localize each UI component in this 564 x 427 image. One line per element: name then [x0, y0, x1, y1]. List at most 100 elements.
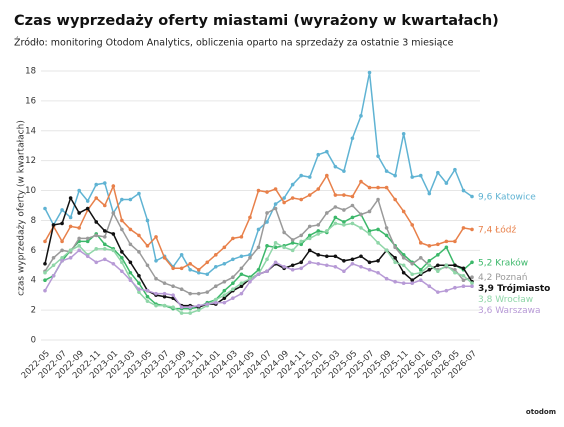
data-point: [367, 209, 372, 214]
data-point: [120, 269, 124, 274]
data-point: [436, 269, 440, 274]
data-point: [60, 258, 64, 263]
data-point: [128, 227, 133, 232]
data-point: [350, 194, 355, 199]
data-point: [231, 257, 235, 262]
data-point: [196, 291, 201, 296]
data-point: [162, 281, 167, 286]
data-point: [248, 279, 252, 284]
data-point: [342, 169, 346, 173]
data-point: [342, 223, 346, 227]
end-label-value: 3,9: [478, 284, 494, 294]
data-point: [214, 264, 218, 269]
data-point: [273, 245, 278, 250]
data-point: [145, 294, 150, 299]
data-point: [401, 256, 406, 260]
data-point: [85, 199, 90, 203]
data-point: [453, 270, 457, 275]
data-point: [162, 291, 167, 296]
data-point: [470, 260, 474, 265]
data-point: [145, 299, 150, 303]
data-point: [214, 300, 218, 305]
data-point: [436, 242, 440, 247]
data-point: [154, 235, 158, 239]
data-point: [239, 266, 244, 271]
data-point: [77, 211, 81, 215]
logo: otodom: [526, 408, 556, 416]
data-point: [60, 256, 64, 260]
data-point: [196, 267, 201, 272]
data-point: [85, 254, 90, 259]
data-point: [162, 303, 167, 308]
data-point: [43, 239, 47, 244]
data-point: [265, 269, 269, 274]
data-point: [171, 284, 175, 289]
data-point: [333, 254, 338, 259]
y-tick-label: 18: [25, 67, 36, 77]
data-point: [325, 173, 329, 178]
data-point: [137, 290, 141, 294]
data-point: [316, 232, 321, 236]
y-tick-label: 6: [31, 246, 36, 256]
data-point: [265, 220, 269, 224]
data-point: [145, 288, 150, 293]
y-tick-label: 16: [25, 96, 36, 106]
data-point: [102, 257, 107, 262]
data-point: [384, 233, 389, 238]
data-point: [290, 263, 295, 268]
data-point: [154, 276, 158, 281]
data-point: [179, 253, 184, 257]
data-point: [359, 114, 363, 118]
data-point: [325, 263, 329, 268]
data-point: [418, 267, 423, 272]
data-point: [376, 241, 380, 245]
data-point: [145, 263, 150, 268]
data-point: [427, 258, 432, 263]
data-point: [359, 179, 363, 184]
data-point: [111, 211, 116, 215]
data-point: [393, 197, 397, 202]
data-point: [222, 288, 227, 293]
data-point: [453, 239, 457, 244]
legend-entry: Trójmiasto: [497, 283, 550, 294]
data-point: [367, 260, 372, 265]
data-point: [470, 275, 474, 280]
data-point: [367, 185, 372, 190]
data-point: [102, 235, 107, 239]
data-point: [401, 131, 406, 136]
data-point: [427, 267, 432, 272]
data-point: [307, 260, 312, 265]
data-point: [171, 305, 175, 309]
data-point: [85, 236, 90, 241]
data-point: [470, 281, 474, 286]
data-point: [154, 291, 158, 296]
data-point: [418, 270, 423, 275]
data-point: [350, 261, 355, 266]
data-point: [179, 266, 184, 271]
data-point: [418, 256, 423, 260]
data-point: [222, 245, 227, 250]
data-point: [171, 293, 175, 297]
data-point: [461, 273, 466, 278]
legend-entry: Warszawa: [495, 306, 540, 316]
data-point: [393, 260, 397, 265]
data-point: [461, 188, 466, 193]
data-point: [427, 263, 432, 268]
data-point: [77, 226, 81, 230]
data-point: [307, 224, 312, 229]
data-point: [290, 238, 295, 242]
data-point: [299, 266, 304, 271]
data-point: [316, 187, 321, 191]
data-point: [85, 206, 90, 211]
legend-entry: Katowice: [495, 192, 536, 202]
data-point: [188, 291, 192, 296]
data-point: [342, 258, 346, 263]
data-point: [307, 233, 312, 238]
data-point: [290, 241, 295, 245]
end-label-value: 7,4: [478, 225, 493, 235]
data-point: [453, 167, 457, 172]
data-point: [179, 311, 184, 315]
data-point: [376, 185, 380, 190]
data-point: [265, 211, 269, 215]
data-point: [111, 232, 116, 236]
